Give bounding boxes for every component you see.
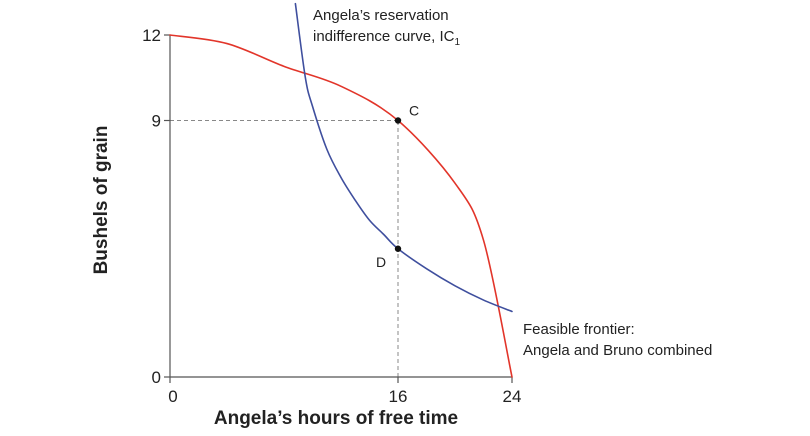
ic1-label-line1: Angela’s reservation [313, 7, 449, 24]
x-tick-label-2: 24 [503, 387, 522, 406]
series-ic1-curve [294, 2, 513, 313]
y-tick-label-1: 9 [152, 112, 161, 131]
x-tick-label-0: 0 [168, 387, 177, 406]
frontier-label-line1: Feasible frontier: [523, 321, 635, 338]
y-tick-label-2: 12 [142, 26, 161, 45]
point-label-d: D [376, 254, 386, 270]
y-axis-title: Bushels of grain [91, 126, 112, 275]
series-frontier-curve [169, 34, 513, 378]
plot-area: 0 16 24 0 9 12 C D [142, 2, 522, 406]
x-axis-title: Angela’s hours of free time [214, 408, 458, 429]
point-label-c: C [409, 103, 419, 119]
ic1-label-subscript: 1 [454, 37, 460, 48]
ic1-label: Angela’s reservation indifference curve,… [313, 7, 460, 48]
ic1-label-line2: indifference curve, IC [313, 28, 455, 45]
y-tick-label-0: 0 [152, 368, 161, 387]
frontier-label: Feasible frontier: Angela and Bruno comb… [523, 321, 712, 359]
frontier-label-line2: Angela and Bruno combined [523, 342, 712, 359]
point-c [394, 117, 402, 124]
point-d [394, 245, 402, 252]
x-tick-label-1: 16 [389, 387, 408, 406]
